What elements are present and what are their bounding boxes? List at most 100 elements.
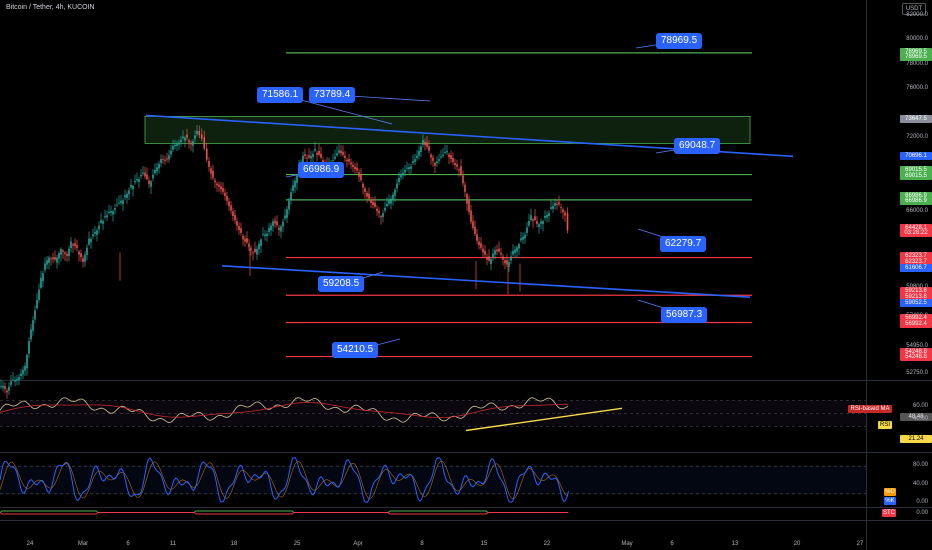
price-tag-12: 61606.7 [900,263,932,272]
candle-body [368,193,370,199]
candle-body [244,238,246,242]
candle-body [506,260,508,265]
candle-body [144,172,146,177]
candle-body [302,155,304,162]
candle-body [160,159,162,163]
y-axis-label-0: 82000.0 [906,11,928,18]
candle-body [440,156,442,158]
candle-body [38,289,40,300]
candle-body [452,158,454,163]
stc-tag: STC [882,509,896,517]
candle-body [398,177,400,183]
candle-body [278,227,280,231]
candle-body [116,204,118,206]
candle-body [560,207,562,208]
candle-body [170,150,172,155]
price-annotation-0: 71586.1 [257,87,304,103]
candle-body [362,183,364,188]
candle-body [508,261,510,267]
price-tag-1: 78969.5 [900,53,932,62]
candle-body [102,220,104,224]
x-axis-label-3: 11 [169,541,177,547]
rsi-bottom-tag: 21.24 [900,435,932,443]
candle-body [70,241,72,249]
candle-body [432,157,434,161]
resistance-zone [144,115,751,144]
candle-body [450,155,452,160]
candle-body [496,249,498,252]
candle-body [514,249,516,254]
x-axis-label-13: 20 [793,541,801,547]
y-axis-label-4: 72000.0 [906,134,928,141]
candle-body [446,150,448,153]
candle-body [16,379,18,381]
exchange: KUCOIN [67,4,95,11]
candle-body [546,214,548,218]
stc-red-line [0,512,568,515]
y-axis-label-9: 52750.0 [906,370,928,377]
candle-body [205,148,208,160]
candle-body [434,162,436,166]
candle-body [224,192,226,197]
candle-body [134,180,136,183]
price-annotation-4: 66986.9 [298,162,345,178]
candle-body [316,152,318,155]
candle-body [438,159,440,161]
candle-body [338,150,340,153]
candle-body [524,234,526,239]
candle-body [320,153,322,158]
candle-body [120,200,122,203]
candle-body [136,178,138,181]
candle-body [544,215,546,218]
candle-body [64,252,66,254]
candle-body [396,183,398,189]
candle-body [462,175,464,184]
stoch-k-line [0,457,569,503]
candle-body [158,163,160,169]
candle-body [172,145,174,150]
candle-body [112,211,114,215]
candle-body [212,170,214,178]
candle-body [20,373,22,376]
candle-body [132,185,134,190]
candle-body [106,215,108,218]
candle-body [340,150,342,154]
candle-body [476,234,478,241]
candle-body [404,169,406,173]
candle-body [46,260,48,265]
candle-body [156,167,158,172]
candle-body [250,248,252,251]
price-tag-11: 62323.7 [900,257,932,266]
candle-body [378,210,380,214]
chart-title: Bitcoin / Tether, 4h, KUCOIN [6,4,95,11]
candle-body [494,250,496,255]
candle-body [126,193,128,198]
candle-body [178,142,180,145]
candle-body [218,184,220,187]
candle-body [6,390,8,393]
candle-body [182,136,184,138]
x-axis-label-2: 6 [126,541,130,547]
candle-body [186,134,188,138]
candle-body [264,234,266,237]
candle-body [246,238,248,243]
candle-body [262,234,264,236]
candle-body [184,137,186,141]
candle-body [214,180,216,183]
currency-button[interactable]: USDT [902,3,926,15]
y-axis-label-6: 59800.0 [906,284,928,290]
candle-body [230,205,232,211]
x-axis-label-8: 15 [480,541,488,547]
rsi-axis-60: 60.00 [912,403,928,409]
candle-body [408,167,410,170]
candle-body [138,179,140,182]
interval: 4h [55,4,64,11]
candle-body [468,200,470,212]
candle-body [236,221,238,226]
stc-green-line [0,510,568,513]
candle-body [304,154,306,156]
candle-body [272,221,274,226]
candle-body [240,228,242,233]
x-axis-label-1: Mar [77,541,89,547]
